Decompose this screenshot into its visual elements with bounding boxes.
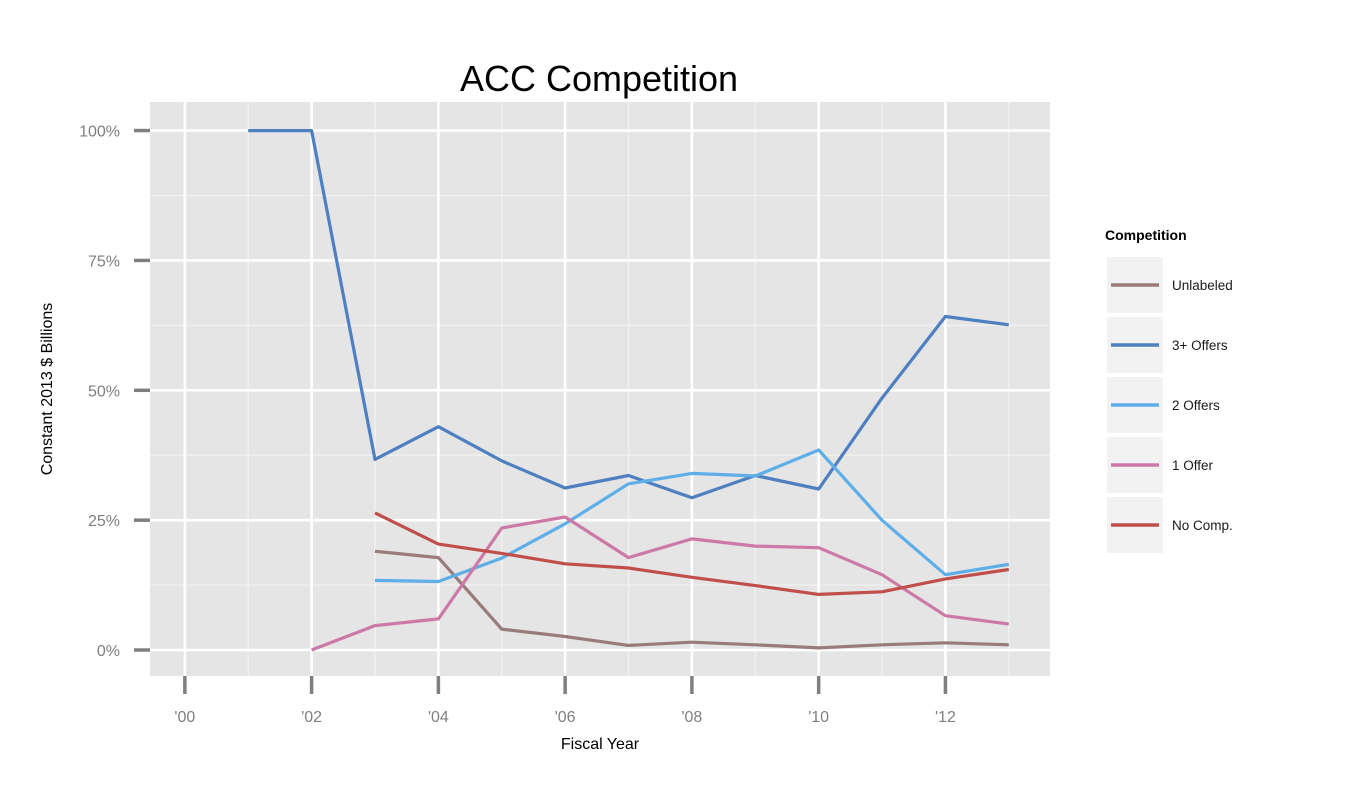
legend-label-no-comp: No Comp.	[1172, 518, 1233, 533]
y-axis-title: Constant 2013 $ Billions	[39, 303, 56, 476]
legend-title: Competition	[1105, 227, 1187, 243]
x-tick-label: '04	[428, 709, 449, 726]
legend-label-3-offers: 3+ Offers	[1172, 338, 1228, 353]
legend-label-2-offers: 2 Offers	[1172, 398, 1220, 413]
y-tick-label: 25%	[88, 513, 120, 530]
y-tick-label: 100%	[79, 124, 120, 141]
series-line-3-offers	[248, 129, 1010, 500]
x-axis-title: Fiscal Year	[561, 736, 640, 753]
legend: Competition Unlabeled 3+ Offers 2 Offers 1 …	[1105, 227, 1233, 553]
x-tick-label: '06	[555, 709, 576, 726]
x-axis: '00 '02 '04 '06 '08 '10 '12	[174, 676, 956, 726]
y-tick-label: 75%	[88, 253, 120, 270]
major-gridlines	[150, 102, 1050, 676]
x-tick-label: '00	[174, 709, 195, 726]
y-tick-label: 0%	[97, 643, 120, 660]
y-axis: 0% 25% 50% 75% 100%	[79, 124, 150, 660]
x-tick-label: '08	[681, 709, 702, 726]
x-tick-label: '02	[301, 709, 322, 726]
x-tick-label: '12	[935, 709, 956, 726]
legend-label-unlabeled: Unlabeled	[1172, 278, 1233, 293]
x-tick-label: '10	[808, 709, 829, 726]
series-line-unlabeled	[374, 549, 1009, 650]
chart-title: ACC Competition	[460, 58, 738, 99]
series-lines	[248, 129, 1010, 652]
y-tick-label: 50%	[88, 383, 120, 400]
legend-label-1-offer: 1 Offer	[1172, 458, 1214, 473]
series-line-2-offers	[374, 448, 1010, 584]
series-line-1-offer	[311, 515, 1010, 652]
series-line-no-comp	[374, 511, 1010, 597]
